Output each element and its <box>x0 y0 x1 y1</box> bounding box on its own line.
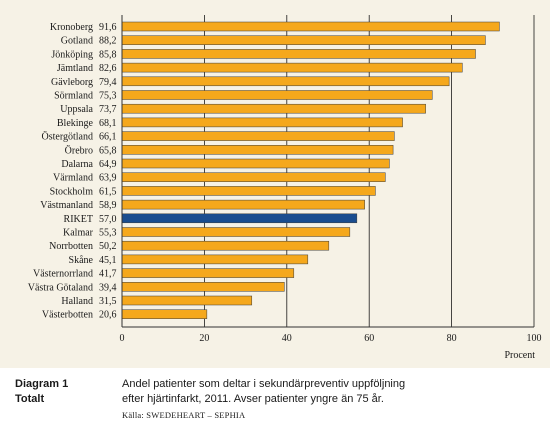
category-label-8: Östergötland <box>42 131 93 143</box>
category-label-9: Örebro <box>65 144 93 156</box>
category-label-19: Västra Götaland <box>28 282 93 293</box>
category-label-2: Jönköping <box>51 49 93 60</box>
bar-4 <box>121 76 450 87</box>
x-tick-label-20: 20 <box>199 333 209 344</box>
x-tick-label-40: 40 <box>282 333 292 344</box>
value-label-10: 64,9 <box>99 159 117 170</box>
value-label-11: 63,9 <box>99 173 117 184</box>
value-label-0: 91,6 <box>99 22 117 33</box>
value-label-8: 66,1 <box>99 132 117 143</box>
category-label-21: Västerbotten <box>42 310 93 321</box>
bar-2 <box>121 49 476 59</box>
category-label-7: Blekinge <box>57 118 94 129</box>
category-label-0: Kronoberg <box>50 22 93 33</box>
value-label-4: 79,4 <box>99 77 117 88</box>
bar-5 <box>121 90 433 100</box>
x-tick-label-100: 100 <box>527 333 542 344</box>
category-label-4: Gävleborg <box>51 77 93 88</box>
chart-panel: Kronoberg 91,6 Gotland 88,2 Jönköping 85,8 Jäm… <box>0 0 550 368</box>
category-label-6: Uppsala <box>60 104 93 115</box>
bar-16 <box>121 240 330 251</box>
bar-chart: Kronoberg 91,6 Gotland 88,2 Jönköping 85,8 Jäm… <box>28 15 542 361</box>
value-label-5: 75,3 <box>99 91 117 102</box>
x-tick-label-60: 60 <box>364 333 374 344</box>
bar-13 <box>121 199 365 210</box>
value-label-7: 68,1 <box>99 118 117 129</box>
value-label-3: 82,6 <box>99 63 117 74</box>
value-label-12: 61,5 <box>99 186 117 197</box>
bar-6 <box>121 103 426 114</box>
diagram-sublabel: Totalt <box>15 393 45 405</box>
value-label-20: 31,5 <box>99 296 117 307</box>
bar-3 <box>121 62 463 73</box>
x-tick-label-80: 80 <box>447 333 457 344</box>
caption-line-2: efter hjärtinfarkt, 2011. Avser patiente… <box>122 393 384 405</box>
bar-11 <box>121 172 386 182</box>
value-label-2: 85,8 <box>99 49 117 60</box>
category-label-17: Skåne <box>69 255 94 266</box>
bar-18 <box>121 268 295 278</box>
value-label-15: 55,3 <box>99 228 117 239</box>
category-label-12: Stockholm <box>50 186 94 197</box>
bar-7 <box>121 117 403 128</box>
value-label-9: 65,8 <box>99 145 117 156</box>
value-label-19: 39,4 <box>99 282 117 293</box>
category-label-1: Gotland <box>61 36 93 47</box>
category-label-18: Västernorrland <box>33 269 93 280</box>
value-label-17: 45,1 <box>99 255 117 266</box>
caption-source: Källa: SWEDEHEART – SEPHIA <box>122 410 246 420</box>
bar-0 <box>121 21 500 32</box>
value-label-18: 41,7 <box>99 269 117 280</box>
bar-1 <box>121 35 486 45</box>
category-label-20: Halland <box>61 296 93 307</box>
value-label-13: 58,9 <box>99 200 117 211</box>
category-label-11: Värmland <box>53 173 93 184</box>
bar-15 <box>121 227 351 237</box>
caption-line-1: Andel patienter som deltar i sekundärpre… <box>122 378 406 390</box>
bar-14 <box>121 213 358 224</box>
value-label-1: 88,2 <box>99 36 117 47</box>
diagram-label: Diagram 1 <box>15 378 69 390</box>
bar-19 <box>121 282 285 292</box>
bar-20 <box>121 295 253 306</box>
bar-10 <box>121 158 390 169</box>
bar-21 <box>121 309 208 319</box>
value-label-14: 57,0 <box>99 214 117 225</box>
value-label-16: 50,2 <box>99 241 117 252</box>
x-axis-title: Procent <box>504 350 535 361</box>
bar-12 <box>121 186 376 196</box>
value-label-21: 20,6 <box>99 310 117 321</box>
category-label-13: Västmanland <box>40 200 93 211</box>
category-label-5: Sörmland <box>54 91 93 102</box>
category-label-16: Norrbotten <box>49 241 93 252</box>
x-tick-label-0: 0 <box>120 333 125 344</box>
value-label-6: 73,7 <box>99 104 117 115</box>
category-label-10: Dalarna <box>61 159 93 170</box>
category-label-3: Jämtland <box>57 63 93 74</box>
category-label-14: RIKET <box>64 214 93 225</box>
bar-9 <box>121 145 394 155</box>
bar-8 <box>121 131 395 141</box>
category-label-15: Kalmar <box>63 228 94 239</box>
bar-17 <box>121 254 309 265</box>
